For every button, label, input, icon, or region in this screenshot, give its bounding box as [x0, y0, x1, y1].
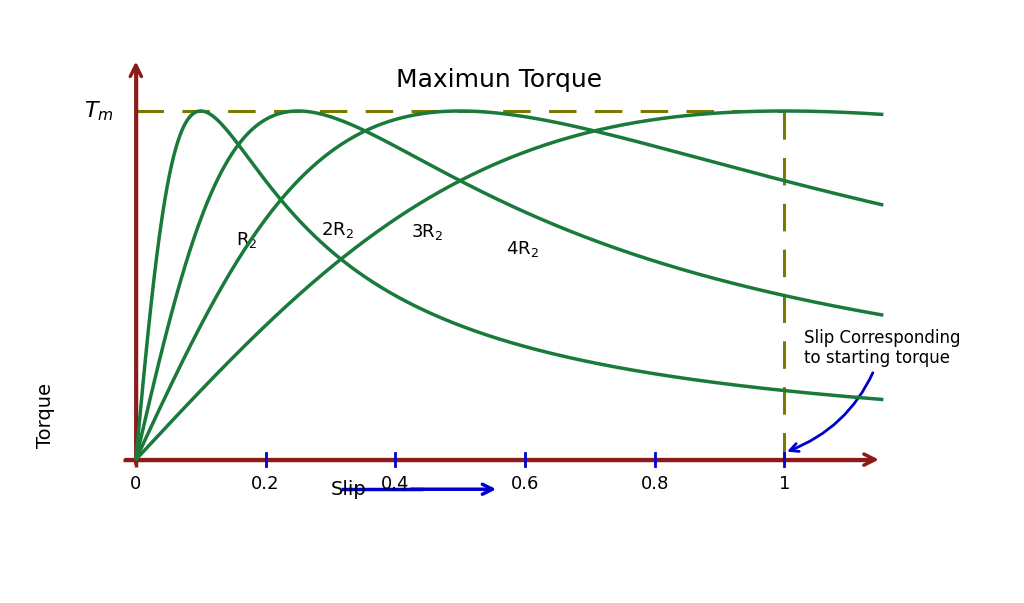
Text: Slip Corresponding
to starting torque: Slip Corresponding to starting torque	[790, 329, 961, 452]
Text: R$_2$: R$_2$	[237, 230, 258, 250]
Text: 0.4: 0.4	[381, 475, 410, 493]
Text: Maximun Torque: Maximun Torque	[396, 68, 602, 92]
Text: 0.8: 0.8	[640, 475, 669, 493]
Text: 0: 0	[130, 475, 141, 493]
Text: 1: 1	[778, 475, 791, 493]
Text: $T_m$: $T_m$	[84, 99, 113, 123]
Text: 3R$_2$: 3R$_2$	[412, 222, 443, 242]
Text: 4R$_2$: 4R$_2$	[506, 239, 539, 259]
Text: 2R$_2$: 2R$_2$	[321, 220, 353, 240]
Text: Torque: Torque	[36, 383, 54, 448]
Text: 0.6: 0.6	[511, 475, 540, 493]
Text: Slip: Slip	[331, 480, 367, 499]
Text: 0.2: 0.2	[251, 475, 280, 493]
